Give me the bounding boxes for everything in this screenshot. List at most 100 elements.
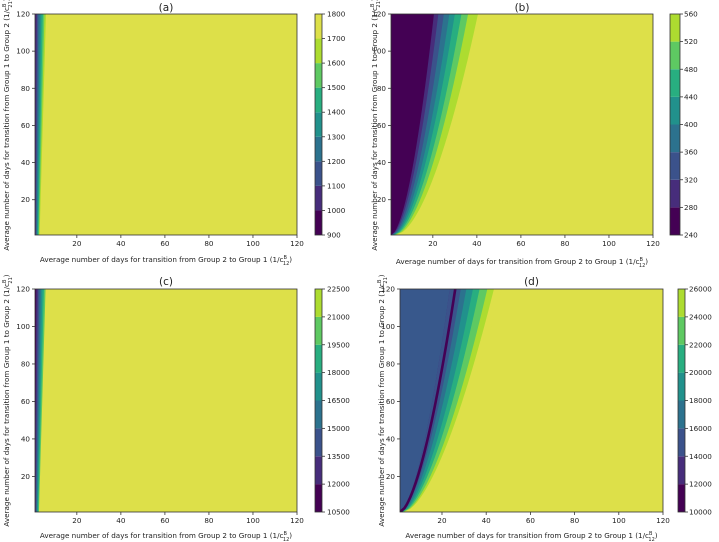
y-tick-label: 80 [21,84,31,93]
panel-a: 20 40 60 80 100 120 20 40 60 80 100 120 (a) Average n… [2,0,346,267]
contour-ridge [400,289,457,512]
x-tick-label: 20 [428,239,438,248]
plot-frame [34,288,298,513]
colorbar-tick-label: 1100 [327,181,346,190]
colorbar-swatch [670,207,680,235]
colorbar-tick-label: 19500 [327,340,350,349]
colorbar-tick-label: 1700 [327,34,346,43]
colorbar-swatch [315,316,322,345]
contour-fills [391,14,653,235]
contour-band [391,14,434,235]
colorbar-swatch [315,185,322,211]
colorbar-swatch [315,289,322,317]
x-tick-label: 100 [246,239,260,248]
colorbar-swatch [670,179,680,208]
colorbar-swatch [315,400,322,429]
y-tick-label: 100 [372,47,386,56]
contour-fills [35,14,297,235]
contour-band-base [400,289,450,512]
contour-fills [400,289,663,512]
colorbar-swatch [315,112,322,137]
y-tick-label: 20 [377,195,387,204]
plot-frame [34,13,298,236]
plot-frame [390,13,654,236]
x-tick-label: 20 [72,516,82,525]
colorbar-tick-label: 560 [684,10,698,19]
x-axis-label: Average number of days for transition fr… [40,531,292,542]
colorbar-tick-label: 360 [684,148,698,157]
colorbar-tick-label: 16000 [689,424,712,433]
colorbar-tick-label: 18000 [689,396,712,405]
colorbar-tick-label: 440 [684,92,698,101]
x-tick-label: 60 [160,239,170,248]
colorbar-frame [314,13,323,236]
colorbar-tick-label: 1800 [327,10,346,19]
x-axis-label: Average number of days for transition fr… [405,531,657,542]
x-tick-label: 80 [570,516,580,525]
y-tick-label: 80 [21,359,31,368]
x-tick-label: 120 [656,516,670,525]
y-tick-label: 40 [377,158,387,167]
colorbar-swatch [315,210,322,235]
colorbar-swatch [670,152,680,180]
colorbar-swatch [678,289,685,317]
colorbar-swatch [315,372,322,401]
y-tick-label: 60 [377,121,387,130]
x-tick-label: 40 [116,516,126,525]
colorbar-swatch [315,484,322,512]
chart-title: (d) [524,276,539,288]
colorbar: 10500 12000 13500 15000 16500 18000 19500 21000… [314,285,350,517]
colorbar-swatch [315,428,322,457]
chart-title: (b) [515,2,530,14]
colorbar-tick-label: 22000 [689,340,712,349]
colorbar-swatch [315,161,322,186]
colorbar-tick-label: 12000 [327,480,350,489]
x-tick-label: 100 [612,516,626,525]
x-tick-label: 100 [602,239,616,248]
x-tick-label: 60 [526,516,536,525]
y-tick-label: 100 [16,322,30,331]
contour-background [35,14,297,235]
x-tick-label: 100 [246,516,260,525]
y-tick-label: 80 [386,359,396,368]
colorbar-tick-label: 26000 [689,285,712,294]
colorbar-tick-label: 1400 [327,108,346,117]
colorbar-tick-label: 480 [684,65,698,74]
y-axis-label: Average number of days for transition fr… [377,274,389,526]
x-tick-label: 120 [646,239,660,248]
panel-d: 20 40 60 80 100 120 20 40 60 80 100 120 (d) Average n… [377,274,712,542]
colorbar-tick-label: 22500 [327,285,350,294]
contour-background [35,289,297,512]
y-axis-label: Average number of days for transition fr… [2,0,14,251]
x-tick-label: 80 [204,516,214,525]
colorbar-swatch [315,456,322,485]
colorbar: 10000 12000 14000 16000 18000 20000 22000 24000… [677,285,712,517]
colorbar-tick-label: 18000 [327,368,350,377]
plot-frame [399,288,664,513]
colorbar-swatch [678,400,685,429]
colorbar-tick-label: 20000 [689,368,712,377]
colorbar-tick-label: 400 [684,120,698,129]
y-tick-label: 40 [21,434,31,443]
y-tick-label: 120 [372,10,386,19]
y-tick-label: 60 [21,397,31,406]
colorbar-swatch [670,14,680,42]
colorbar-swatch [678,344,685,373]
x-tick-label: 60 [160,516,170,525]
colorbar: 240 280 320 360 400 440 480 520 560 [669,10,698,240]
x-tick-label: 40 [116,239,126,248]
y-tick-label: 100 [381,322,395,331]
colorbar-tick-label: 1200 [327,157,346,166]
y-axis-label: Average number of days for transition fr… [2,274,14,526]
y-axis-label: Average number of days for transition fr… [370,0,382,251]
contour-band [35,14,37,235]
panel-b: 20 40 60 80 100 120 20 40 60 80 100 120 (b) Average n… [370,0,698,269]
colorbar-tick-label: 15000 [327,424,350,433]
colorbar-tick-label: 1000 [327,206,346,215]
y-tick-label: 60 [386,397,396,406]
chart-title: (a) [159,2,174,14]
y-tick-label: 40 [21,158,31,167]
colorbar-swatch [678,372,685,401]
colorbar-tick-label: 12000 [689,480,712,489]
